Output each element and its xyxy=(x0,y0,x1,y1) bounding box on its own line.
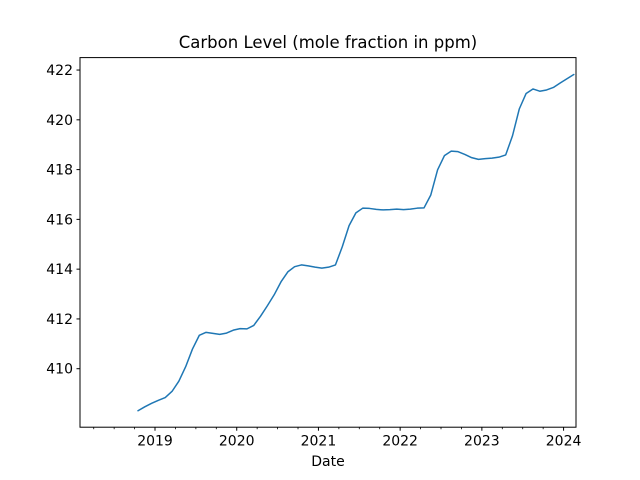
chart-title: Carbon Level (mole fraction in ppm) xyxy=(178,33,478,52)
y-tick-label: 412 xyxy=(46,312,73,328)
x-tick-label: 2021 xyxy=(301,434,337,450)
y-tick-label: 416 xyxy=(46,212,73,228)
x-tick-label: 2023 xyxy=(464,434,500,450)
y-tick-label: 418 xyxy=(46,163,73,179)
data-line-carbon-level-ppm xyxy=(137,73,575,412)
y-tick-label: 422 xyxy=(46,63,73,79)
x-axis-label: Date xyxy=(311,454,345,470)
x-tick-label: 2022 xyxy=(382,434,418,450)
x-tick-label: 2020 xyxy=(219,434,255,450)
plot-spines xyxy=(79,57,577,428)
x-tick-label: 2024 xyxy=(546,434,582,450)
y-tick-label: 414 xyxy=(46,262,73,278)
y-tick-label: 420 xyxy=(46,113,73,129)
x-tick-label: 2019 xyxy=(137,434,173,450)
y-tick-label: 410 xyxy=(46,362,73,378)
